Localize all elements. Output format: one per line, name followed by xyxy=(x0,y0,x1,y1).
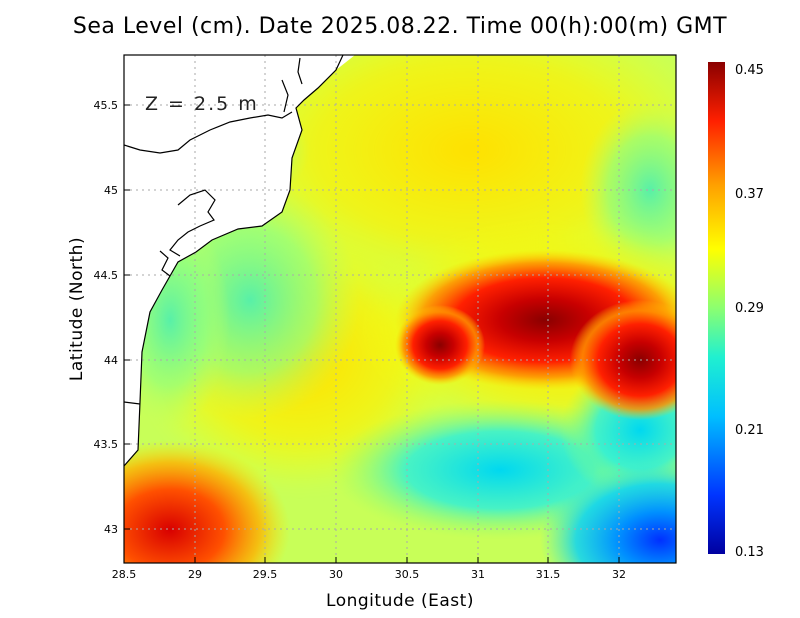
x-tick-label: 31 xyxy=(471,568,485,581)
y-tick-label: 44 xyxy=(104,354,118,367)
colorbar-labels: 0.45 0.37 0.29 0.21 0.13 xyxy=(735,63,764,560)
y-axis-label: Latitude (North) xyxy=(67,237,87,381)
y-tick-label: 44.5 xyxy=(94,269,119,282)
plot-frame xyxy=(123,54,677,564)
y-tick-marks xyxy=(124,104,130,530)
y-tick-label: 43.5 xyxy=(94,438,119,451)
land-mask xyxy=(124,55,355,466)
x-tick-labels: 28.5 29 29.5 30 30.5 31 31.5 32 xyxy=(112,568,626,581)
x-tick-label: 29 xyxy=(188,568,202,581)
y-tick-labels: 43 43.5 44 44.5 45 45.5 xyxy=(94,99,119,536)
y-tick-label: 43 xyxy=(104,523,118,536)
y-tick-label: 45.5 xyxy=(94,99,119,112)
x-tick-label: 28.5 xyxy=(112,568,137,581)
x-tick-marks xyxy=(123,557,620,563)
x-tick-label: 30 xyxy=(329,568,343,581)
sea-level-field xyxy=(124,55,676,563)
depth-label: Z = 2.5 m xyxy=(145,93,259,115)
x-tick-label: 29.5 xyxy=(253,568,278,581)
colorbar-label: 0.37 xyxy=(735,187,764,202)
colorbar-label: 0.29 xyxy=(735,301,764,316)
x-tick-label: 30.5 xyxy=(395,568,420,581)
x-axis-label: Longitude (East) xyxy=(326,591,474,611)
chart-title: Sea Level (cm). Date 2025.08.22. Time 00… xyxy=(72,14,728,39)
x-tick-label: 32 xyxy=(612,568,626,581)
colorbar-label: 0.45 xyxy=(735,63,764,78)
grid-lines xyxy=(124,55,676,563)
y-tick-label: 45 xyxy=(104,184,118,197)
x-tick-label: 31.5 xyxy=(536,568,561,581)
colorbar-label: 0.21 xyxy=(735,423,764,438)
colorbar-label: 0.13 xyxy=(735,545,764,560)
colorbar xyxy=(708,62,725,554)
coastline xyxy=(124,55,344,467)
